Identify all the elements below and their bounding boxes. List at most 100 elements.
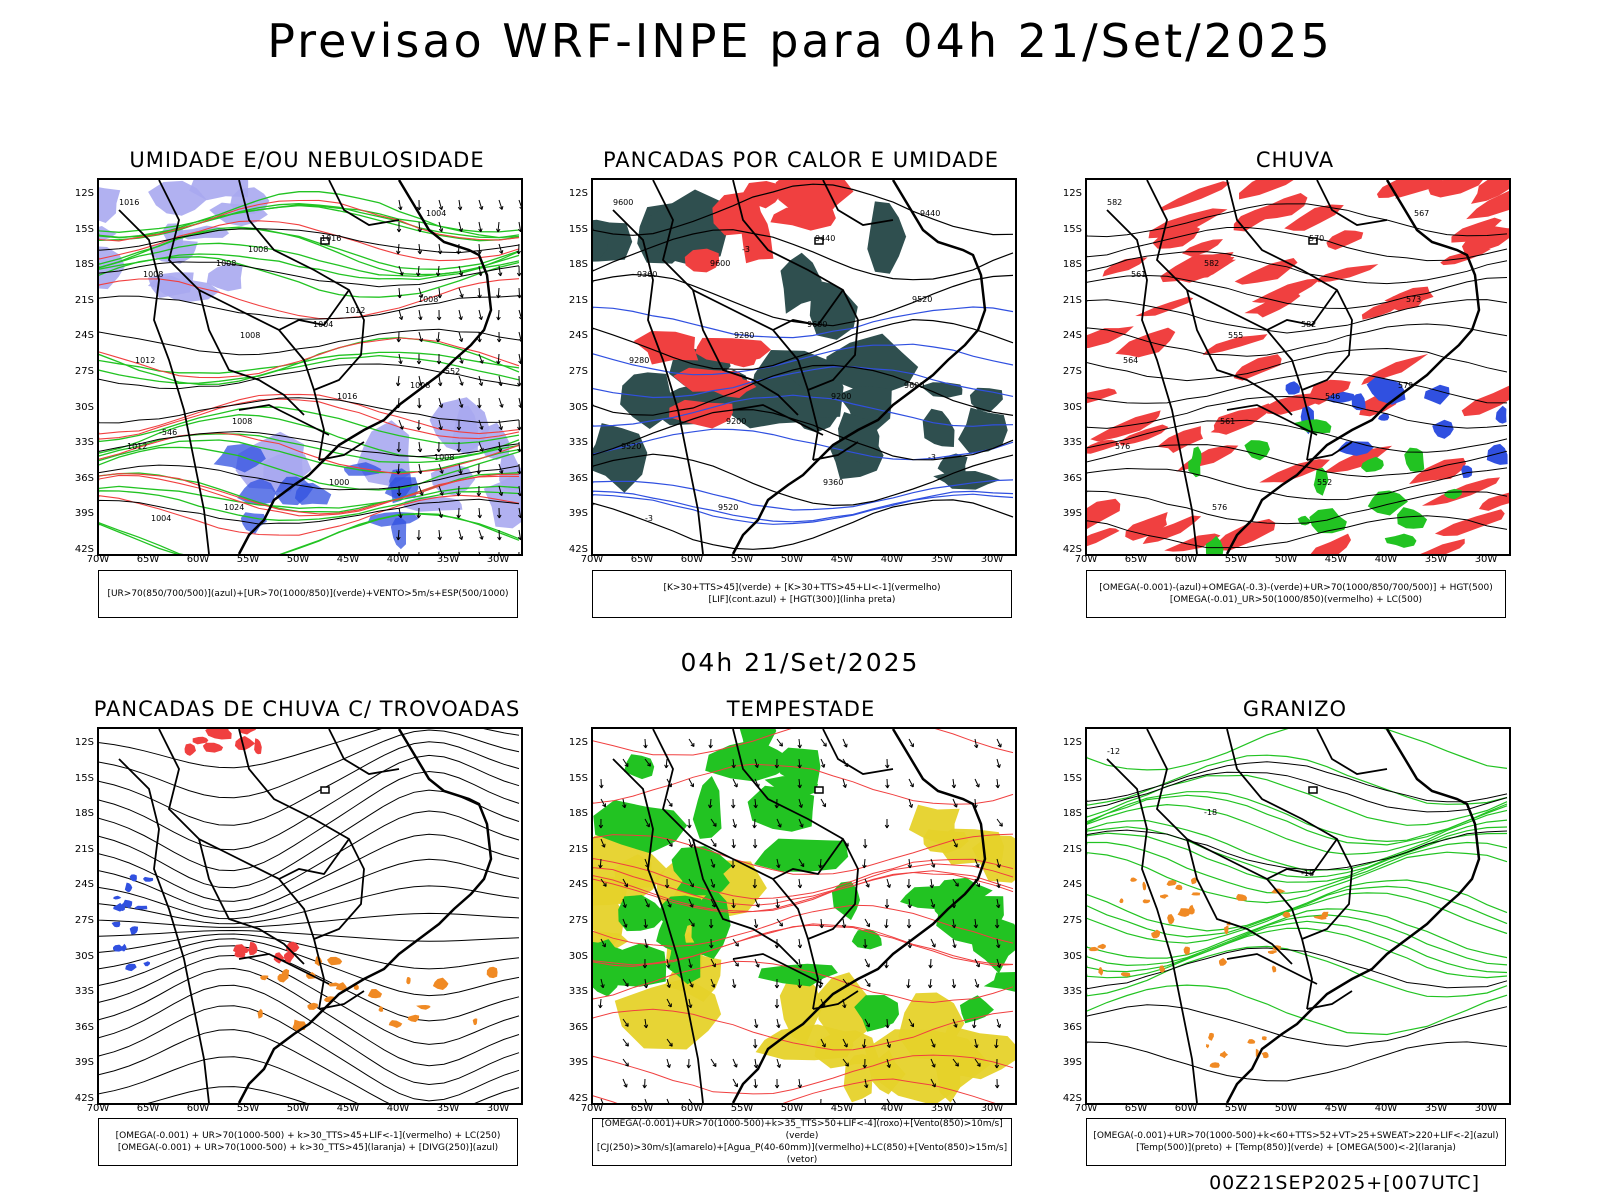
wind-vector <box>974 978 979 988</box>
wind-vector-head <box>928 964 933 969</box>
political-border <box>1266 289 1338 331</box>
wind-vector <box>458 375 463 386</box>
wind-vector-head <box>668 802 673 807</box>
streamline-250 <box>99 1029 520 1103</box>
wind-vector-head <box>438 514 444 519</box>
humidity-contour-low <box>99 191 520 239</box>
wind-vector-head <box>517 448 521 453</box>
wind-vector <box>710 898 716 908</box>
wind-vector <box>438 507 443 518</box>
wind-vector-head <box>974 983 980 988</box>
instability-area <box>825 333 919 395</box>
wind-vector-head <box>931 1043 936 1048</box>
streamline-850 <box>593 871 1014 914</box>
longitude-tick-label: 45W <box>830 1103 854 1114</box>
wind-vector <box>498 265 502 276</box>
wind-vector-head <box>730 864 736 869</box>
wind-vector-head <box>997 743 1002 748</box>
latitude-tick-label: 30S <box>74 401 94 413</box>
strong-wind-850-area <box>671 846 733 884</box>
wind-vector-head <box>456 250 461 255</box>
temp-850-contour <box>1087 832 1508 883</box>
height-300-contour <box>593 318 1014 370</box>
wind-vector-head <box>731 764 736 769</box>
omega-500-area <box>1219 1050 1229 1059</box>
ascent-area <box>1327 391 1357 403</box>
wind-vector-head <box>516 272 521 277</box>
height-500-contour <box>1087 419 1508 453</box>
wind-vector <box>518 221 521 232</box>
wind-vector <box>776 1018 780 1028</box>
wind-vector <box>907 978 910 989</box>
wind-vector-head <box>518 316 521 320</box>
rain-area <box>1148 208 1228 239</box>
wind-vector <box>438 221 443 232</box>
wind-vector <box>974 798 977 809</box>
wind-vector <box>798 758 801 769</box>
wind-vector <box>974 918 977 928</box>
wind-vector <box>952 1098 956 1103</box>
wind-vector-head <box>497 448 503 453</box>
latitude-tick-label: 42S <box>568 544 588 555</box>
wind-vector-head <box>843 1043 848 1048</box>
humidity-contour-low <box>99 204 520 242</box>
strong-wind-850-area <box>593 800 688 854</box>
wind-vector <box>666 1098 670 1103</box>
contour-label: 9600 <box>710 259 730 268</box>
legend-line: [Temp(500)](preto) + [Temp(850)](verde) … <box>1136 1143 1456 1153</box>
wind-vector-head <box>499 250 504 254</box>
wind-vector <box>644 758 651 767</box>
map-umidade: 1016 1008 1004 1008 1012 1024 1016 1008 1012 1008… <box>97 178 523 556</box>
wind-vector <box>438 463 443 474</box>
latitude-tick-label: 42S <box>74 1093 94 1104</box>
thunderstorm-area <box>221 729 229 735</box>
latitude-tick-label: 12S <box>1062 188 1082 199</box>
latitude-tick-label: 24S <box>1062 879 1082 891</box>
latitude-tick-label: 39S <box>74 508 94 520</box>
wind-vector-head <box>996 864 1001 869</box>
political-border <box>198 838 305 965</box>
strong-ascent-area <box>1244 440 1270 461</box>
latitude-tick-label: 12S <box>568 737 588 748</box>
streamline-250 <box>99 754 520 851</box>
rain-area <box>1326 230 1364 250</box>
wind-vector <box>995 1038 998 1049</box>
wind-vector-head <box>800 863 805 868</box>
wind-vector <box>458 221 463 232</box>
wind-vector <box>908 858 911 868</box>
political-border <box>1316 729 1388 775</box>
wind-vector-head <box>818 984 823 989</box>
wind-vector <box>973 1018 976 1028</box>
wind-vector-head <box>496 294 501 299</box>
omega-500-area <box>1271 965 1277 973</box>
wind-vector-head <box>972 1024 977 1029</box>
lake-marker <box>814 237 824 245</box>
divergence-area <box>113 944 123 952</box>
wind-vector-head <box>689 983 694 988</box>
wind-vector-head <box>779 922 784 927</box>
contour-label: 9280 <box>734 331 754 340</box>
wind-vector-head <box>711 863 716 868</box>
wind-vector <box>622 1038 629 1047</box>
wind-vector <box>710 1058 717 1067</box>
divergence-area <box>111 921 121 928</box>
wind-vector-head <box>996 964 1002 968</box>
wind-vector-head <box>753 1044 758 1049</box>
strong-wind-850-area <box>593 939 624 997</box>
shower-area <box>307 1002 318 1010</box>
wind-vector-head <box>819 924 824 929</box>
wind-vector <box>518 309 521 319</box>
instability-area <box>920 382 963 398</box>
omega-500-area <box>1191 892 1201 896</box>
wind-vector <box>438 551 440 554</box>
map-canvas-trovoadas <box>99 729 520 1103</box>
latitude-tick-label: 30S <box>568 401 588 413</box>
latitude-tick-label: 12S <box>74 188 94 199</box>
wind-vector-head <box>865 963 870 968</box>
wind-vector-head <box>418 382 423 387</box>
contour-label: -3 <box>742 245 750 254</box>
latitude-tick-label: 24S <box>74 330 94 342</box>
wind-vector-head <box>517 536 521 541</box>
wind-vector-head <box>930 903 936 908</box>
omega-500-area <box>1159 965 1166 973</box>
